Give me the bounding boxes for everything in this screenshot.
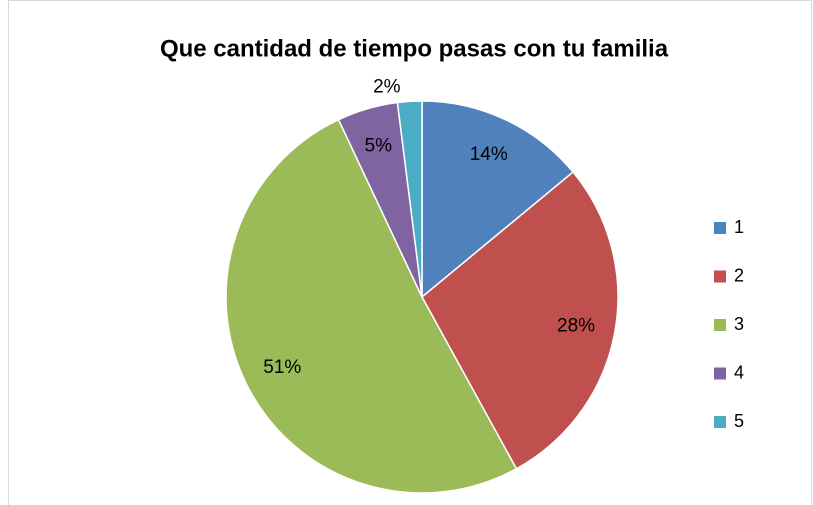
pie-slice: [421, 171, 619, 470]
legend-swatch: [714, 319, 726, 331]
legend-label: 1: [734, 217, 744, 237]
legend-label: 5: [734, 411, 744, 431]
data-label: 2%: [373, 77, 401, 98]
legend-label: 3: [734, 314, 744, 334]
data-label: 14%: [470, 144, 508, 165]
legend-label: 4: [734, 362, 744, 382]
legend-swatch: [714, 416, 726, 428]
data-label: 51%: [263, 357, 301, 378]
chart-title: Que cantidad de tiempo pasas con tu fami…: [160, 35, 669, 62]
legend-swatch: [714, 367, 726, 380]
legend-label: 2: [734, 265, 744, 285]
pie-slice: [421, 100, 575, 299]
data-label: 5%: [365, 135, 393, 156]
pie-slice: [396, 100, 423, 298]
pie-slice: [225, 118, 518, 494]
legend-swatch: [714, 222, 726, 234]
data-label: 28%: [557, 315, 595, 336]
legend-swatch: [714, 270, 726, 283]
